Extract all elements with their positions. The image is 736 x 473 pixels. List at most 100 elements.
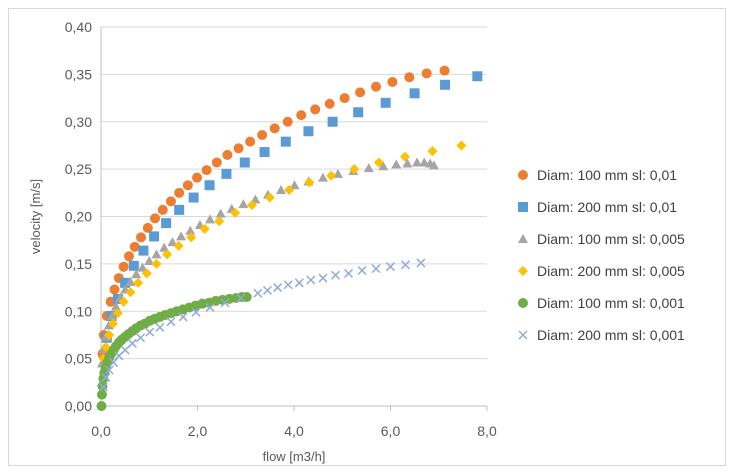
legend-label: Diam: 100 mm sl: 0,001 — [537, 295, 685, 311]
data-point — [326, 170, 337, 181]
data-point — [318, 273, 328, 283]
data-point — [211, 157, 222, 168]
data-point — [107, 310, 118, 320]
data-point — [176, 231, 187, 241]
data-point — [412, 157, 423, 167]
legend-item: Diam: 200 mm sl: 0,001 — [518, 327, 685, 343]
tick-labels: 0,00 0,05 0,10 0,15 0,20 0,25 0,30 0,35 0,40 0,0 2… — [65, 19, 497, 439]
legend-marker — [518, 170, 528, 180]
data-point — [317, 172, 328, 182]
data-point — [373, 157, 384, 168]
data-point — [142, 222, 153, 233]
legend-marker — [518, 266, 528, 276]
data-point — [123, 251, 134, 262]
x-tick-label: 2,0 — [188, 423, 208, 439]
data-point — [324, 98, 335, 109]
legend-marker — [518, 202, 528, 212]
data-point — [385, 262, 396, 272]
data-point — [112, 308, 123, 319]
data-point — [221, 168, 232, 179]
data-point — [387, 76, 398, 87]
y-tick-label: 0,25 — [65, 161, 92, 177]
legend: Diam: 100 mm sl: 0,01 Diam: 200 mm sl: 0,… — [518, 167, 685, 343]
data-point — [238, 199, 249, 209]
data-point — [289, 180, 300, 190]
data-point — [191, 307, 201, 317]
data-point — [141, 268, 152, 279]
data-point — [230, 207, 241, 218]
data-point — [159, 242, 170, 252]
data-point — [131, 269, 142, 279]
x-tick-label: 0,0 — [91, 423, 111, 439]
legend-item: Diam: 100 mm sl: 0,01 — [518, 167, 677, 183]
data-point — [402, 158, 413, 168]
data-point — [239, 157, 250, 168]
data-point — [165, 196, 176, 207]
data-point — [125, 287, 136, 298]
data-point — [199, 223, 210, 234]
data-point — [264, 192, 275, 203]
legend-label: Diam: 100 mm sl: 0,01 — [537, 167, 677, 183]
data-point — [343, 268, 354, 278]
data-point — [174, 204, 185, 215]
y-tick-label: 0,20 — [65, 209, 92, 225]
data-point — [109, 284, 120, 295]
data-point — [339, 93, 350, 104]
data-point — [215, 208, 226, 218]
data-point — [109, 357, 119, 367]
x-tick-label: 6,0 — [381, 423, 401, 439]
data-point — [284, 184, 295, 195]
legend-label: Diam: 200 mm sl: 0,005 — [537, 263, 685, 279]
y-axis-title: velocity [m/s] — [28, 179, 43, 254]
data-point — [137, 262, 148, 272]
data-point — [304, 177, 315, 188]
series-5 — [96, 292, 252, 411]
data-point — [120, 345, 130, 355]
data-point — [205, 302, 215, 312]
data-point — [214, 216, 225, 227]
legend-label: Diam: 200 mm sl: 0,01 — [537, 199, 677, 215]
data-point — [378, 161, 389, 171]
data-point — [247, 200, 258, 211]
data-point — [167, 237, 178, 247]
legend-item: Diam: 200 mm sl: 0,01 — [518, 199, 677, 215]
legend-item: Diam: 100 mm sl: 0,005 — [518, 231, 685, 247]
data-point — [355, 87, 366, 98]
data-point — [104, 365, 114, 375]
y-tick-label: 0,35 — [65, 66, 92, 82]
y-tick-label: 0,05 — [65, 351, 92, 367]
data-point — [233, 143, 244, 154]
data-point — [136, 333, 146, 343]
data-point — [259, 147, 270, 158]
data-point — [103, 320, 114, 330]
data-point — [151, 249, 162, 259]
data-point — [283, 280, 293, 290]
data-point — [204, 180, 215, 191]
data-point — [222, 149, 233, 160]
data-point — [136, 232, 147, 243]
data-point — [262, 285, 272, 295]
data-point — [220, 298, 230, 308]
legend-label: Diam: 200 mm sl: 0,001 — [537, 327, 685, 343]
data-point — [427, 146, 438, 157]
data-point — [428, 160, 439, 170]
legend-item: Diam: 200 mm sl: 0,005 — [518, 263, 685, 279]
data-point — [327, 116, 338, 127]
data-point — [182, 180, 193, 191]
y-tick-label: 0,00 — [65, 398, 92, 414]
data-point — [371, 81, 382, 92]
data-point — [101, 373, 111, 383]
data-point — [128, 260, 139, 271]
data-point — [96, 401, 107, 411]
series-6 — [98, 258, 426, 392]
legend-label: Diam: 100 mm sl: 0,005 — [537, 231, 685, 247]
data-point — [400, 260, 410, 270]
data-point — [253, 288, 263, 298]
data-point — [330, 270, 341, 280]
data-point — [173, 240, 184, 251]
data-point — [440, 79, 451, 90]
data-point — [349, 164, 360, 175]
legend-marker — [518, 330, 528, 340]
data-point — [120, 277, 131, 288]
series-3 — [96, 157, 439, 368]
